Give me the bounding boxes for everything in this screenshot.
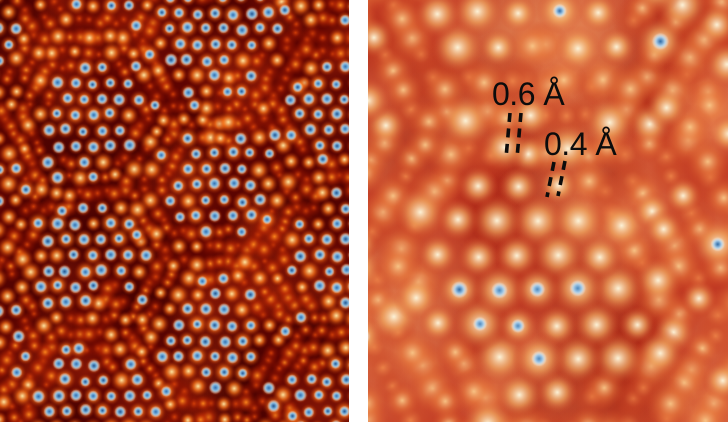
panel-divider	[349, 0, 368, 422]
overview-micrograph-image	[0, 0, 349, 422]
zoomed-micrograph-image	[368, 0, 728, 422]
